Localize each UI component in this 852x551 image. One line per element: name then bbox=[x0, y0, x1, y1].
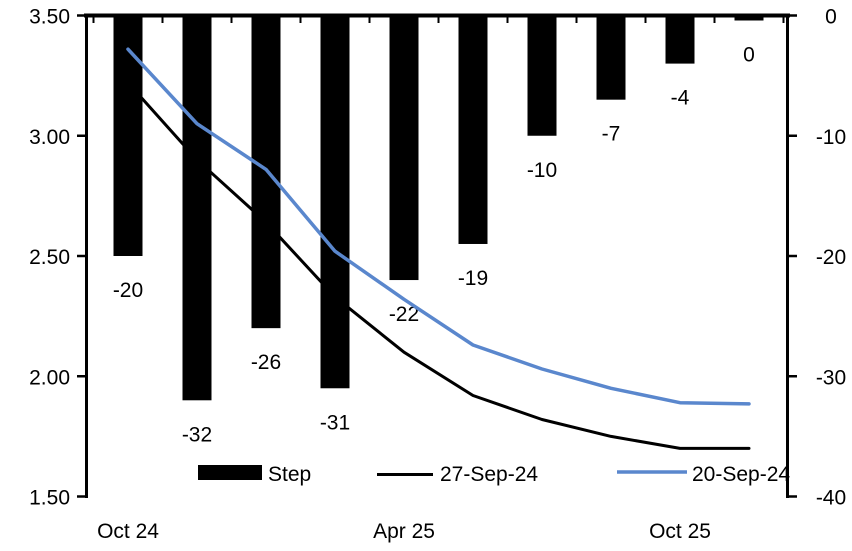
right-axis-tick-label: -20 bbox=[816, 246, 846, 269]
legend-label: 27-Sep-24 bbox=[440, 463, 538, 486]
legend-label: Step bbox=[268, 463, 311, 486]
left-axis-tick-label: 3.50 bbox=[29, 6, 70, 29]
left-axis-tick-label: 3.00 bbox=[29, 126, 70, 149]
right-axis-tick-label: -30 bbox=[816, 366, 846, 389]
legend-label: 20-Sep-24 bbox=[692, 463, 790, 486]
left-axis-tick-label: 2.00 bbox=[29, 366, 70, 389]
bar-series bbox=[113, 15, 764, 401]
series-line-20-Sep-24 bbox=[126, 47, 751, 406]
bar-data-label: -20 bbox=[113, 279, 143, 302]
bar bbox=[389, 15, 419, 281]
left-axis-tick-label: 2.50 bbox=[29, 246, 70, 269]
right-axis-tick-label: -40 bbox=[816, 487, 846, 510]
bar bbox=[320, 15, 350, 389]
legend-swatch-bar bbox=[198, 465, 262, 480]
right-axis-tick-label: 0 bbox=[825, 6, 837, 29]
line-series bbox=[126, 47, 751, 450]
left-axis-tick-label: 1.50 bbox=[29, 487, 70, 510]
series-line-27-Sep-24 bbox=[126, 81, 751, 450]
bar-data-label: -10 bbox=[527, 159, 557, 182]
legend: Step 27-Sep-24 20-Sep-24 bbox=[198, 463, 790, 486]
bar-data-label: -19 bbox=[458, 267, 488, 290]
bar-data-labels: -20 -32 -26 -31 -22 -19 -10 -7 -4 0 bbox=[113, 44, 755, 447]
bar-data-label: -31 bbox=[320, 411, 350, 434]
bar bbox=[734, 15, 764, 21]
bar bbox=[182, 15, 212, 401]
x-axis-tick-label: Oct 25 bbox=[649, 520, 711, 543]
bar bbox=[458, 15, 488, 244]
bar-data-label: -22 bbox=[389, 303, 419, 326]
bar bbox=[527, 15, 557, 136]
bar-data-label: -32 bbox=[182, 423, 212, 446]
bar-data-label: -4 bbox=[671, 87, 690, 110]
bar-data-label: 0 bbox=[743, 44, 755, 67]
x-axis-tick-label: Oct 24 bbox=[97, 520, 159, 543]
bar-data-label: -7 bbox=[602, 123, 621, 146]
bar-data-label: -26 bbox=[251, 351, 281, 374]
x-axis-tick-label: Apr 25 bbox=[373, 520, 435, 543]
right-axis-tick-label: -10 bbox=[816, 126, 846, 149]
bar bbox=[596, 15, 626, 100]
bar bbox=[665, 15, 695, 64]
bar bbox=[113, 15, 143, 256]
